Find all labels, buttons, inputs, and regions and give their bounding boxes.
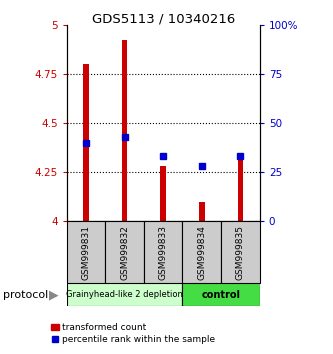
Bar bbox=[199, 202, 205, 221]
Text: GSM999834: GSM999834 bbox=[197, 225, 206, 280]
Text: control: control bbox=[201, 290, 241, 300]
Text: GSM999833: GSM999833 bbox=[159, 225, 168, 280]
Text: GSM999835: GSM999835 bbox=[236, 225, 245, 280]
Bar bbox=[182, 221, 221, 283]
Text: GSM999831: GSM999831 bbox=[81, 225, 91, 280]
Bar bbox=[221, 221, 260, 283]
Bar bbox=[182, 283, 260, 306]
Bar bbox=[67, 283, 182, 306]
Bar bbox=[67, 221, 105, 283]
Text: protocol: protocol bbox=[3, 290, 49, 300]
Text: ▶: ▶ bbox=[49, 288, 58, 301]
Text: GDS5113 / 10340216: GDS5113 / 10340216 bbox=[92, 12, 235, 25]
Bar bbox=[122, 40, 128, 221]
Bar bbox=[105, 221, 144, 283]
Bar bbox=[83, 64, 89, 221]
Legend: transformed count, percentile rank within the sample: transformed count, percentile rank withi… bbox=[48, 320, 219, 348]
Bar bbox=[237, 156, 243, 221]
Bar bbox=[144, 221, 182, 283]
Text: GSM999832: GSM999832 bbox=[120, 225, 129, 280]
Bar bbox=[160, 166, 166, 221]
Text: Grainyhead-like 2 depletion: Grainyhead-like 2 depletion bbox=[66, 290, 183, 299]
